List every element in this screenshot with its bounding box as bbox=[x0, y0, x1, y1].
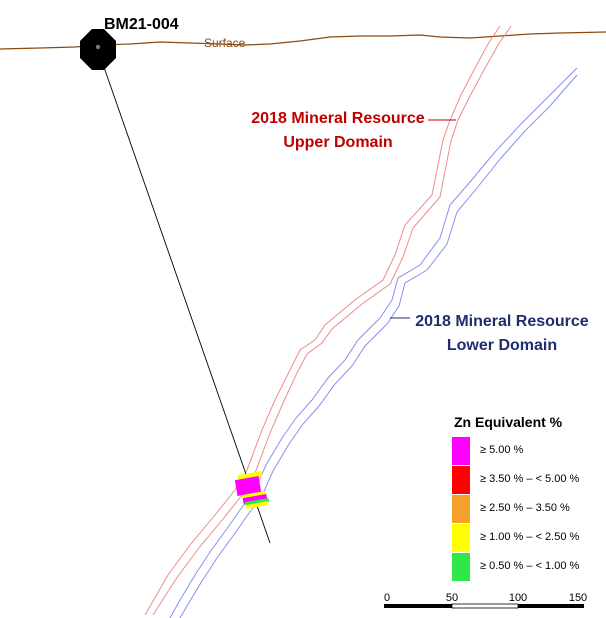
legend-swatch bbox=[452, 437, 470, 465]
legend-swatch bbox=[452, 524, 470, 552]
lower-domain-label-line2: Lower Domain bbox=[446, 337, 558, 354]
legend-label: ≥ 1.00 % – < 2.50 % bbox=[480, 531, 580, 543]
legend-swatch bbox=[452, 495, 470, 523]
lower-domain-outline bbox=[169, 67, 578, 618]
scale-tick-label: 100 bbox=[508, 592, 528, 604]
legend-label: ≥ 5.00 % bbox=[480, 444, 524, 456]
assay-intercept bbox=[234, 470, 270, 509]
upper-domain-label-line2: Upper Domain bbox=[283, 134, 393, 151]
legend-title: Zn Equivalent % bbox=[454, 414, 563, 430]
legend-label: ≥ 2.50 % – 3.50 % bbox=[480, 502, 570, 514]
surface-label: Surface bbox=[204, 36, 246, 50]
legend-swatch bbox=[452, 466, 470, 494]
legend-label: ≥ 0.50 % – < 1.00 % bbox=[480, 560, 580, 572]
scale-bar bbox=[384, 603, 584, 609]
legend-swatch bbox=[452, 553, 470, 581]
drillhole-collar-icon bbox=[80, 29, 116, 70]
scale-tick-label: 150 bbox=[568, 592, 588, 604]
lower-domain-label-line1: 2018 Mineral Resource bbox=[415, 313, 589, 330]
lower-domain-label: 2018 Mineral Resource Lower Domain bbox=[408, 310, 596, 358]
upper-domain-label-line1: 2018 Mineral Resource bbox=[251, 110, 425, 127]
legend-label: ≥ 3.50 % – < 5.00 % bbox=[480, 473, 580, 485]
drillhole-label: BM21-004 bbox=[104, 16, 179, 33]
scale-tick-label: 0 bbox=[383, 592, 391, 604]
upper-domain-label: 2018 Mineral Resource Upper Domain bbox=[238, 107, 438, 155]
drillhole-trace bbox=[97, 49, 271, 544]
scale-tick-label: 50 bbox=[445, 592, 459, 604]
upper-domain-outline bbox=[144, 25, 512, 616]
